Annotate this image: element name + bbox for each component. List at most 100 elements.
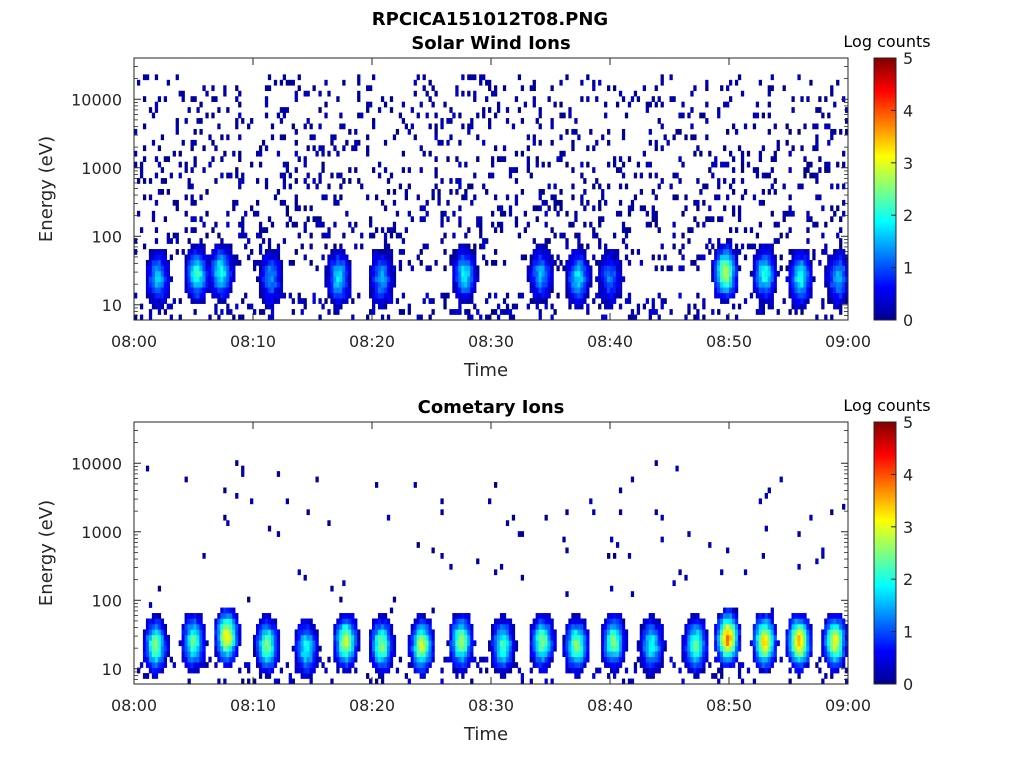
heatmap-cell bbox=[755, 651, 760, 658]
heatmap-cell bbox=[654, 221, 658, 228]
heatmap-cell bbox=[193, 96, 197, 102]
heatmap-cell bbox=[473, 90, 477, 97]
heatmap-cell bbox=[636, 303, 641, 310]
heatmap-cell bbox=[142, 640, 147, 647]
heatmap-cell bbox=[651, 656, 655, 663]
heatmap-cell bbox=[758, 243, 763, 250]
heatmap-cell bbox=[300, 309, 304, 315]
heatmap-cell bbox=[660, 623, 664, 630]
heatmap-cell bbox=[422, 656, 426, 663]
heatmap-cell bbox=[416, 656, 420, 663]
heatmap-cell bbox=[583, 292, 587, 299]
heatmap-cell bbox=[354, 640, 358, 647]
heatmap-cell bbox=[607, 281, 611, 288]
heatmap-cell bbox=[767, 90, 771, 97]
heatmap-cell bbox=[839, 265, 843, 272]
heatmap-cell bbox=[598, 292, 602, 299]
heatmap-cell bbox=[729, 227, 733, 233]
heatmap-cell bbox=[306, 509, 310, 516]
heatmap-cell bbox=[208, 134, 212, 141]
heatmap-cell bbox=[473, 194, 477, 201]
heatmap-cell bbox=[737, 74, 742, 81]
heatmap-cell bbox=[532, 656, 536, 663]
heatmap-cell bbox=[160, 292, 165, 299]
heatmap-cell bbox=[220, 156, 224, 163]
heatmap-cell bbox=[354, 629, 358, 636]
heatmap-cell bbox=[645, 629, 649, 636]
heatmap-cell bbox=[217, 634, 221, 641]
heatmap-cell bbox=[196, 276, 200, 283]
heatmap-cell bbox=[651, 189, 655, 195]
heatmap-cell bbox=[529, 270, 533, 277]
heatmap-cell bbox=[250, 118, 254, 124]
heatmap-cell bbox=[196, 243, 200, 250]
heatmap-cell bbox=[624, 254, 629, 261]
heatmap-cell bbox=[160, 167, 165, 173]
heatmap-cell bbox=[157, 618, 162, 625]
heatmap-cell bbox=[788, 281, 792, 288]
heatmap-cell bbox=[752, 112, 757, 119]
heatmap-cell bbox=[607, 85, 611, 92]
heatmap-cell bbox=[541, 292, 545, 299]
heatmap-cell bbox=[726, 662, 730, 668]
heatmap-cell bbox=[550, 623, 554, 630]
heatmap-cell bbox=[493, 629, 498, 636]
heatmap-cell bbox=[821, 651, 825, 658]
heatmap-cell bbox=[645, 618, 649, 625]
heatmap-cell bbox=[755, 640, 760, 647]
heatmap-cell bbox=[612, 298, 617, 304]
heatmap-cell bbox=[538, 309, 542, 315]
heatmap-cell bbox=[416, 74, 420, 81]
heatmap-cell bbox=[731, 623, 736, 630]
heatmap-cell bbox=[714, 656, 718, 663]
heatmap-cell bbox=[717, 216, 721, 223]
heatmap-cell bbox=[836, 259, 840, 266]
heatmap-cell bbox=[842, 183, 846, 190]
heatmap-cell bbox=[502, 629, 507, 636]
heatmap-cell bbox=[734, 128, 739, 135]
heatmap-cell bbox=[220, 651, 224, 658]
heatmap-cell bbox=[380, 651, 385, 658]
heatmap-cell bbox=[827, 112, 831, 119]
heatmap-cell bbox=[604, 265, 608, 272]
heatmap-cell bbox=[193, 287, 197, 294]
heatmap-cell bbox=[339, 172, 343, 179]
heatmap-cell bbox=[583, 651, 587, 658]
heatmap-cell bbox=[696, 199, 700, 206]
heatmap-cell bbox=[604, 623, 608, 630]
heatmap-cell bbox=[607, 161, 611, 168]
heatmap-cell bbox=[538, 634, 542, 641]
x-tick-label: 08:30 bbox=[468, 696, 514, 715]
heatmap-cell bbox=[458, 613, 462, 619]
heatmap-cell bbox=[190, 216, 194, 223]
heatmap-cell bbox=[767, 640, 771, 647]
heatmap-cell bbox=[181, 634, 185, 641]
heatmap-cell bbox=[806, 167, 810, 173]
heatmap-cell bbox=[142, 634, 147, 641]
heatmap-cell bbox=[374, 292, 379, 299]
heatmap-cell bbox=[690, 656, 694, 663]
heatmap-cell bbox=[377, 662, 382, 668]
heatmap-cell bbox=[720, 623, 724, 630]
heatmap-cell bbox=[541, 613, 545, 619]
heatmap-cell bbox=[449, 118, 453, 124]
heatmap-cell bbox=[339, 259, 343, 266]
heatmap-cell bbox=[404, 227, 408, 233]
heatmap-cell bbox=[145, 265, 150, 272]
heatmap-cell bbox=[699, 254, 703, 261]
heatmap-cell bbox=[193, 259, 197, 266]
heatmap-cell bbox=[410, 645, 414, 652]
heatmap-cell bbox=[752, 656, 757, 663]
heatmap-cell bbox=[589, 265, 593, 272]
heatmap-cell bbox=[270, 221, 275, 228]
heatmap-cell bbox=[306, 216, 310, 223]
heatmap-cell bbox=[372, 623, 376, 630]
heatmap-cell bbox=[568, 287, 572, 294]
heatmap-cell bbox=[827, 161, 831, 168]
heatmap-cell bbox=[726, 254, 730, 261]
x-axis-label: Time bbox=[463, 360, 508, 381]
heatmap-cell bbox=[297, 651, 301, 658]
heatmap-cell bbox=[758, 150, 763, 157]
heatmap-cell bbox=[452, 254, 456, 261]
heatmap-cell bbox=[496, 634, 501, 641]
